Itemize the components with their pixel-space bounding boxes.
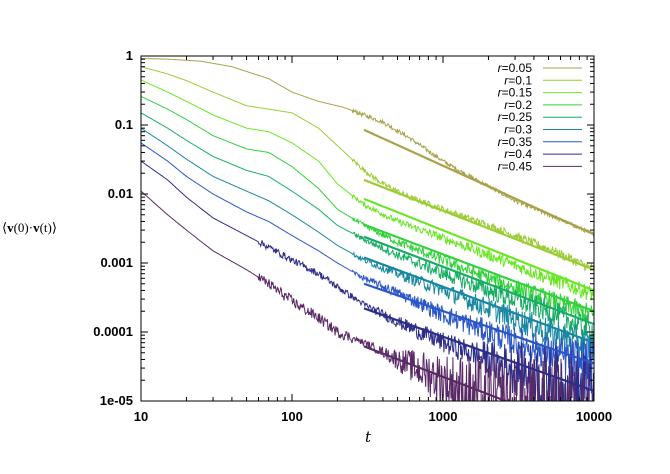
y-axis-title: ⟨v(0)·v(t)⟩ <box>2 220 57 235</box>
fit-line <box>363 197 594 292</box>
legend-label: r=0.15 <box>498 86 533 100</box>
fit-line <box>363 235 594 326</box>
fit-line <box>363 178 594 271</box>
series-line <box>141 142 594 394</box>
fit-line <box>363 307 594 392</box>
legend-label: r=0.3 <box>504 123 532 137</box>
legend-label: r=0.05 <box>498 61 533 75</box>
x-tick-label: 100 <box>281 409 303 424</box>
series-line <box>141 79 594 301</box>
fit-line <box>363 128 594 236</box>
y-tick-label: 0.1 <box>115 117 133 132</box>
fit-line <box>363 282 594 365</box>
legend-label: r=0.35 <box>498 135 533 149</box>
plot-frame <box>140 55 595 402</box>
legend-label: r=0.1 <box>504 73 532 87</box>
series-line <box>141 160 594 401</box>
legend-label: r=0.25 <box>498 110 533 124</box>
legend: r=0.05r=0.1r=0.15r=0.2r=0.25r=0.3r=0.35r… <box>498 61 582 173</box>
series-line <box>141 190 594 401</box>
legend-label: r=0.45 <box>498 159 533 173</box>
y-tick-label: 1e-05 <box>100 393 133 408</box>
y-tick-label: 1 <box>126 48 133 63</box>
x-tick-label: 1000 <box>429 409 458 424</box>
x-tick-label: 10000 <box>576 409 612 424</box>
legend-label: r=0.2 <box>504 98 532 112</box>
y-tick-label: 0.0001 <box>93 324 133 339</box>
fit-line <box>363 223 594 313</box>
x-tick-label: 10 <box>134 409 148 424</box>
series-line <box>141 112 594 345</box>
series-line <box>141 127 594 361</box>
series-line <box>141 58 594 237</box>
x-axis-title: t <box>365 428 372 446</box>
y-tick-label: 0.01 <box>108 186 133 201</box>
fit-line <box>363 256 594 344</box>
series-line <box>141 95 594 322</box>
fit-line <box>363 345 507 401</box>
series-line <box>141 66 594 272</box>
y-tick-label: 0.001 <box>100 255 133 270</box>
legend-label: r=0.4 <box>504 147 532 161</box>
